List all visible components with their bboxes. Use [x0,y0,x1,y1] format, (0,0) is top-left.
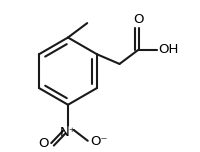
Text: OH: OH [158,43,178,56]
Text: O⁻: O⁻ [90,135,108,148]
Text: N⁺: N⁺ [60,126,76,139]
Text: O: O [39,137,49,150]
Text: O: O [133,13,144,26]
